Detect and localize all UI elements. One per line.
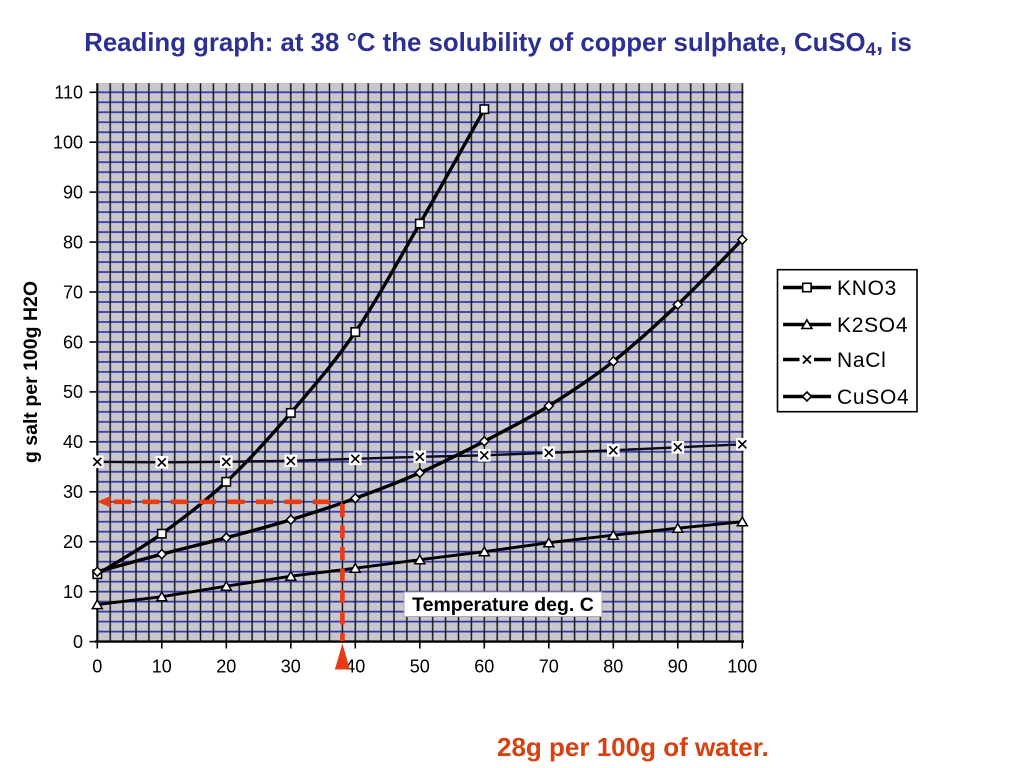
- svg-text:60: 60: [63, 332, 83, 352]
- svg-text:90: 90: [668, 657, 688, 677]
- svg-text:50: 50: [410, 657, 430, 677]
- svg-text:0: 0: [92, 657, 102, 677]
- svg-text:50: 50: [63, 382, 83, 402]
- svg-text:30: 30: [63, 482, 83, 502]
- svg-text:K2SO4: K2SO4: [837, 314, 908, 337]
- svg-text:90: 90: [63, 182, 83, 202]
- svg-text:70: 70: [63, 282, 83, 302]
- svg-text:70: 70: [539, 657, 559, 677]
- svg-text:28g per 100g of water.: 28g per 100g of water.: [497, 732, 769, 762]
- svg-text:Reading graph: at 38 °C the so: Reading graph: at 38 °C the solubility o…: [84, 29, 912, 60]
- svg-text:110: 110: [54, 83, 83, 103]
- svg-text:60: 60: [474, 657, 494, 677]
- svg-text:40: 40: [63, 432, 83, 452]
- svg-text:80: 80: [603, 657, 623, 677]
- svg-text:20: 20: [63, 532, 83, 552]
- svg-text:10: 10: [63, 582, 83, 602]
- svg-text:100: 100: [53, 133, 83, 153]
- svg-text:KNO3: KNO3: [837, 277, 897, 300]
- svg-text:80: 80: [63, 232, 83, 252]
- svg-text:30: 30: [281, 657, 301, 677]
- svg-text:Temperature deg. C: Temperature deg. C: [412, 594, 594, 616]
- svg-text:10: 10: [152, 657, 172, 677]
- svg-text:100: 100: [727, 657, 757, 677]
- svg-text:0: 0: [73, 632, 83, 652]
- svg-text:CuSO4: CuSO4: [837, 386, 909, 409]
- svg-text:NaCl: NaCl: [837, 349, 886, 372]
- svg-text:20: 20: [216, 657, 236, 677]
- svg-text:g salt per 100g H2O: g salt per 100g H2O: [20, 281, 42, 463]
- svg-text:40: 40: [345, 657, 365, 677]
